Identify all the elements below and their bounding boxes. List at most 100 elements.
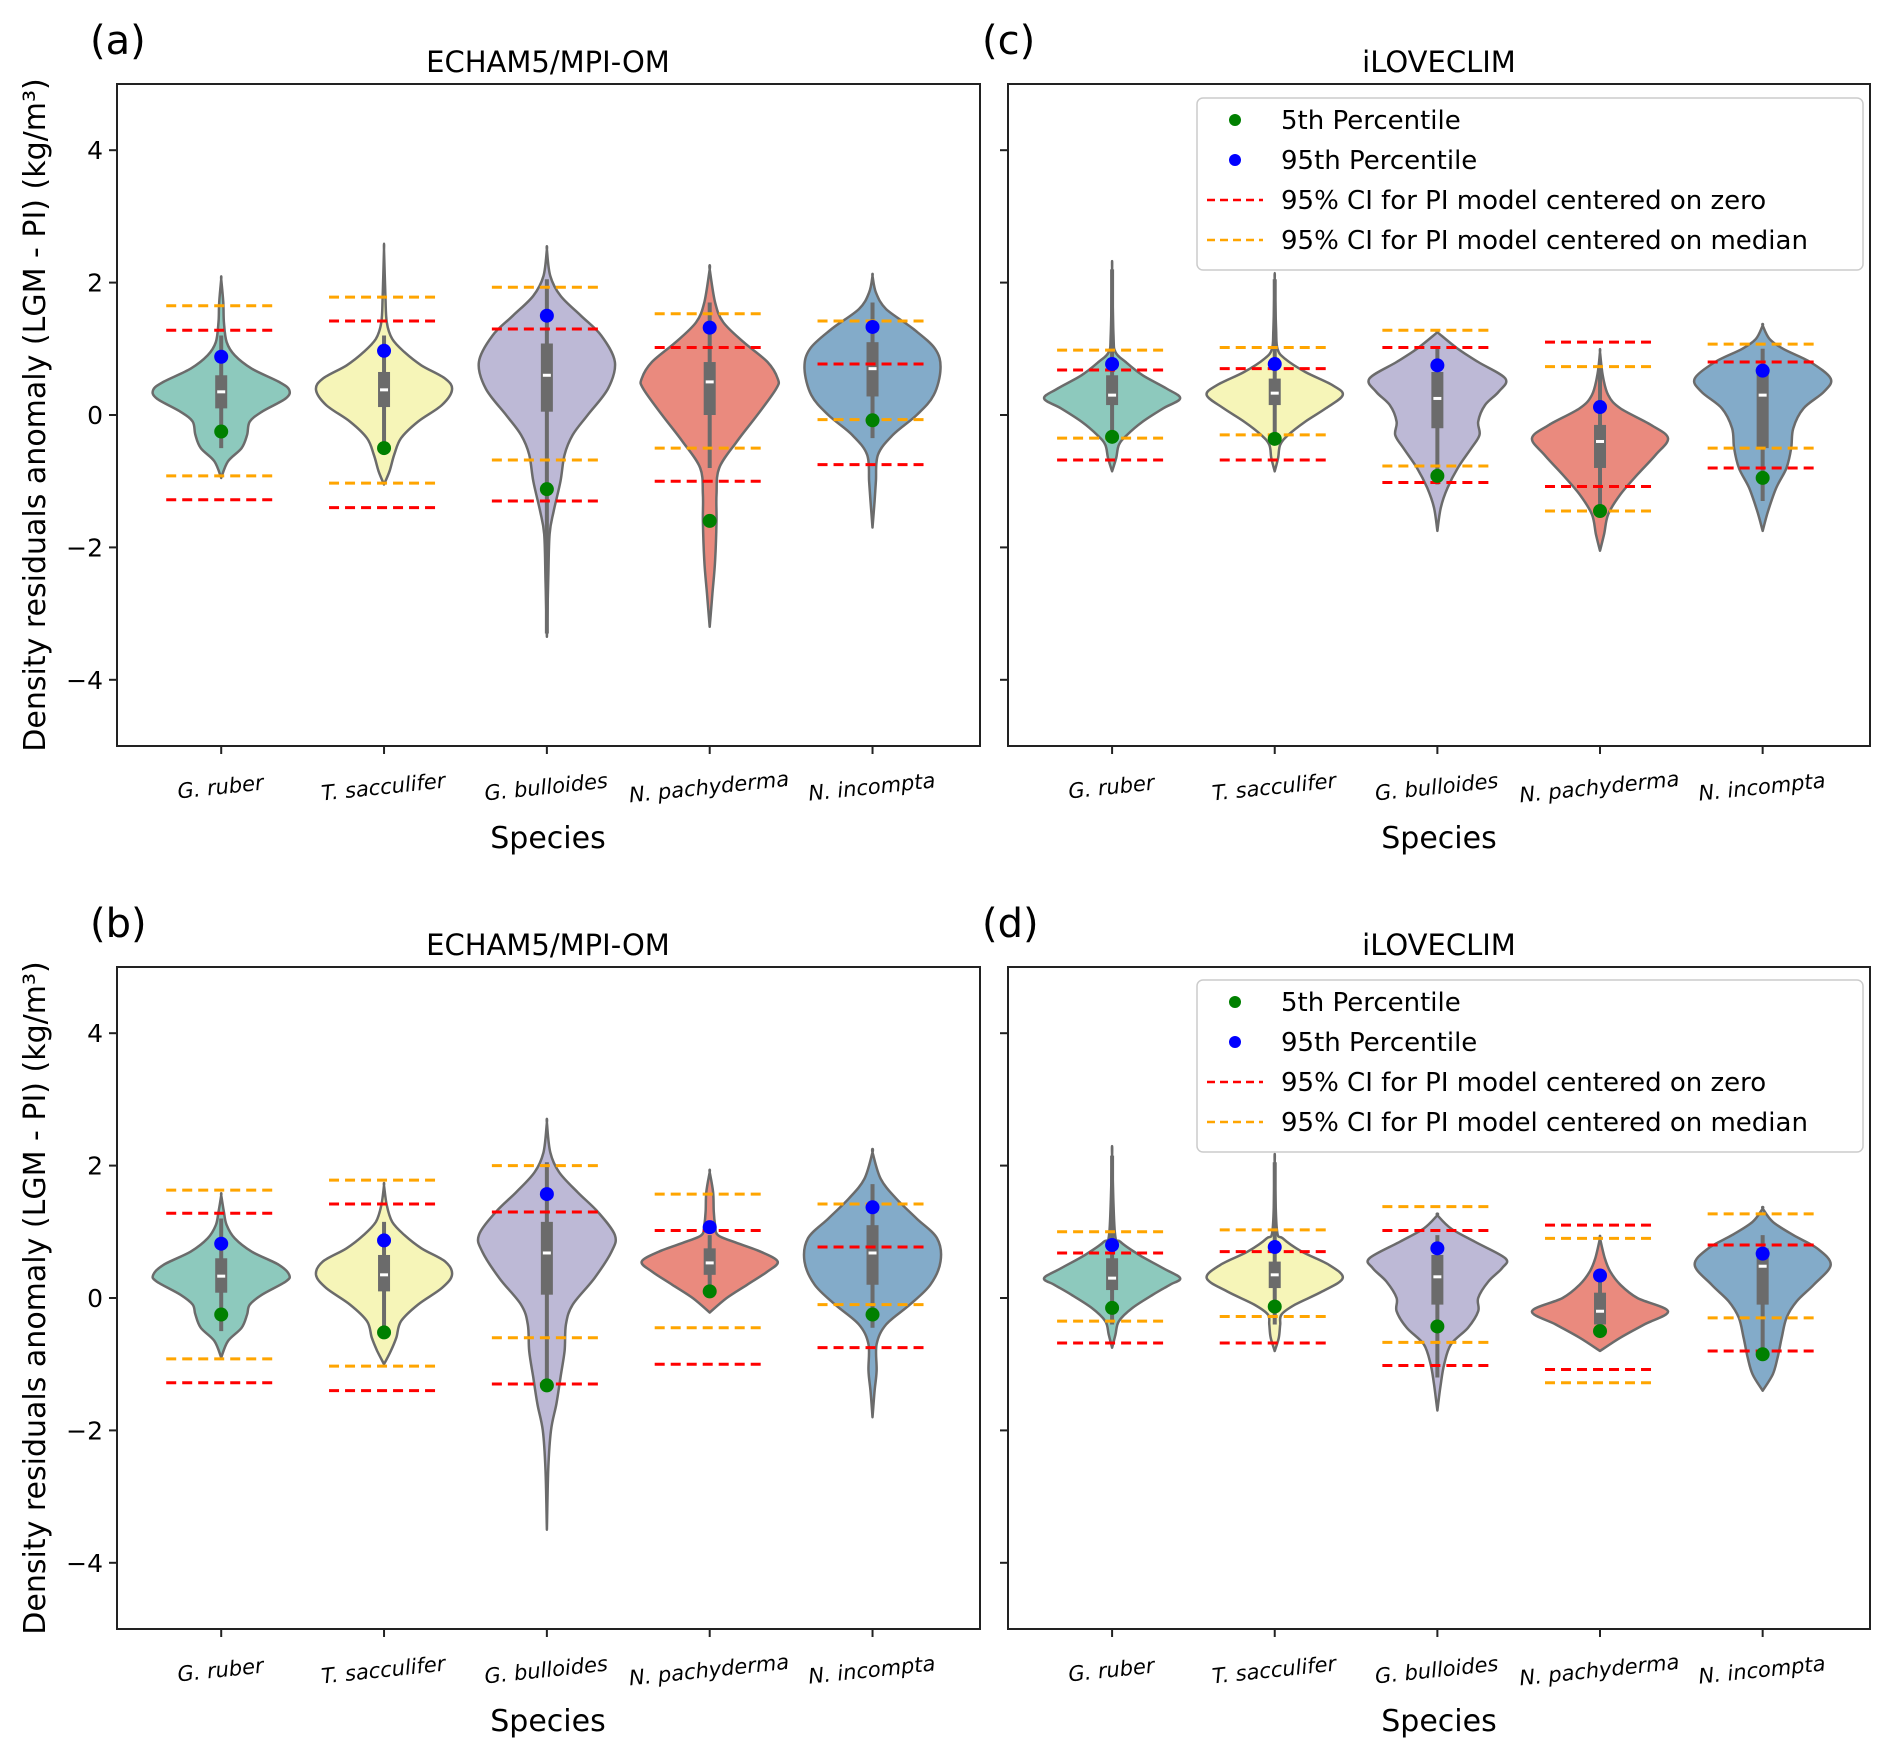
violin-iqr-box — [1431, 371, 1444, 429]
legend-label: 95% CI for PI model centered on median — [1281, 226, 1808, 256]
x-tick-label: N. pachyderma — [628, 767, 790, 808]
p95-point — [1593, 1268, 1608, 1283]
legend-label: 5th Percentile — [1281, 106, 1461, 136]
panel-title: iLOVECLIM — [1362, 45, 1516, 79]
p95-point — [214, 349, 229, 364]
p95-point — [1105, 357, 1120, 372]
panel-a: (a) ECHAM5/MPI-OM −4 −2 0 2 4 G. ruber T. sacc… — [18, 18, 981, 856]
plot-area: G. ruber T. sacculifer G. bulloides N. pach… — [1000, 966, 1871, 1691]
p5-point — [1267, 1299, 1282, 1314]
violin-median — [1108, 393, 1117, 397]
y-tick-label: 2 — [87, 1152, 103, 1181]
violin-median — [380, 388, 389, 392]
p5-point — [865, 413, 880, 428]
legend-label: 95% CI for PI model centered on zero — [1281, 1068, 1766, 1098]
y-axis-label: Density residuals anomaly (LGM - PI) (kg… — [18, 78, 53, 751]
violin-median — [1433, 396, 1442, 400]
panel-letter: (d) — [982, 901, 1039, 947]
p5-point — [214, 424, 229, 439]
violin-iqr-box — [1756, 371, 1769, 449]
y-axis-label: Density residuals anomaly (LGM - PI) (kg… — [18, 961, 53, 1634]
p5-point — [1105, 1300, 1120, 1315]
x-tick-label: T. sacculifer — [320, 768, 448, 805]
legend-box — [1196, 979, 1864, 1153]
x-tick-label: G. bulloides — [483, 1652, 609, 1689]
x-tick-label: N. pachyderma — [628, 1650, 790, 1691]
legend-label: 5th Percentile — [1281, 988, 1461, 1018]
p95-point — [1430, 1241, 1445, 1256]
legend: 5th Percentile 95th Percentile 95% CI for … — [1196, 97, 1864, 271]
violin-iqr-box — [703, 362, 716, 415]
violin-median — [1433, 1275, 1442, 1279]
x-tick-label: G. bulloides — [1374, 769, 1500, 806]
y-tick-label: −2 — [66, 533, 103, 562]
p95-point — [702, 320, 717, 335]
legend-label: 95th Percentile — [1281, 1028, 1477, 1058]
legend-marker — [1229, 996, 1241, 1008]
legend-marker — [1229, 154, 1241, 166]
panel-d: (d) iLOVECLIM G. ruber T. sacculifer G. bu… — [982, 901, 1871, 1739]
violin-median — [1270, 391, 1279, 395]
p95-point — [377, 1233, 392, 1248]
y-tick-label: 2 — [87, 269, 103, 298]
p5-point — [214, 1307, 229, 1322]
p95-point — [1105, 1238, 1120, 1253]
p5-point — [1593, 503, 1608, 518]
p95-point — [865, 319, 880, 334]
x-axis-label: Species — [1381, 1704, 1496, 1739]
p5-point — [1755, 470, 1770, 485]
p5-point — [1105, 429, 1120, 444]
x-axis-label: Species — [1381, 821, 1496, 856]
y-tick-label: 4 — [87, 136, 103, 165]
violin-iqr-box — [1431, 1254, 1444, 1305]
violin-median — [1270, 1273, 1279, 1277]
violin-median — [1758, 393, 1767, 397]
p95-point — [1430, 358, 1445, 373]
x-tick-label: N. pachyderma — [1518, 1650, 1680, 1691]
x-axis-label: Species — [490, 821, 605, 856]
violin-median — [705, 380, 714, 384]
p95-point — [539, 1187, 554, 1202]
plot-area: −4 −2 0 2 4 G. ruber T. sacculifer G. bulloides… — [66, 966, 981, 1691]
x-tick-label: T. sacculifer — [320, 1651, 448, 1688]
violin-median — [868, 1251, 877, 1255]
legend-label: 95% CI for PI model centered on zero — [1281, 186, 1766, 216]
violin-median — [1596, 1309, 1605, 1313]
x-tick-label: G. ruber — [176, 770, 266, 803]
violin-iqr-box — [1106, 1258, 1119, 1291]
p95-point — [865, 1200, 880, 1215]
violin-iqr-box — [866, 1225, 879, 1285]
panel-b: (b) ECHAM5/MPI-OM −4 −2 0 2 4 G. ruber T. sacc… — [18, 901, 981, 1739]
y-tick-label: −4 — [66, 1549, 103, 1578]
legend: 5th Percentile 95th Percentile 95% CI for … — [1196, 979, 1864, 1153]
y-tick-label: 0 — [87, 1284, 103, 1313]
y-tick-label: −4 — [66, 666, 103, 695]
p95-point — [539, 308, 554, 323]
y-tick-label: 4 — [87, 1019, 103, 1048]
p95-point — [1593, 400, 1608, 415]
legend-label: 95% CI for PI model centered on median — [1281, 1108, 1808, 1138]
x-tick-label: T. sacculifer — [1211, 1651, 1339, 1688]
violin-median — [542, 1251, 551, 1255]
p5-point — [1267, 431, 1282, 446]
p5-point — [539, 482, 554, 497]
panel-title: ECHAM5/MPI-OM — [426, 928, 670, 962]
violin-iqr-box — [1594, 424, 1607, 468]
violin-median — [217, 1274, 226, 1278]
panel-title: iLOVECLIM — [1362, 928, 1516, 962]
p5-point — [1430, 468, 1445, 483]
y-tick-label: −2 — [66, 1416, 103, 1445]
x-tick-label: N. incompta — [1697, 768, 1826, 805]
panel-letter: (c) — [982, 18, 1035, 64]
violin-median — [868, 367, 877, 371]
x-tick-label: G. bulloides — [1374, 1652, 1500, 1689]
x-tick-label: T. sacculifer — [1211, 768, 1339, 805]
x-tick-label: N. incompta — [807, 768, 936, 805]
violin-iqr-box — [1756, 1248, 1769, 1305]
plot-area: G. ruber T. sacculifer G. bulloides N. pach… — [1000, 83, 1871, 807]
x-tick-label: G. bulloides — [483, 769, 609, 806]
y-tick-label: 0 — [87, 401, 103, 430]
x-tick-label: N. incompta — [807, 1651, 936, 1688]
p95-point — [1755, 1246, 1770, 1261]
